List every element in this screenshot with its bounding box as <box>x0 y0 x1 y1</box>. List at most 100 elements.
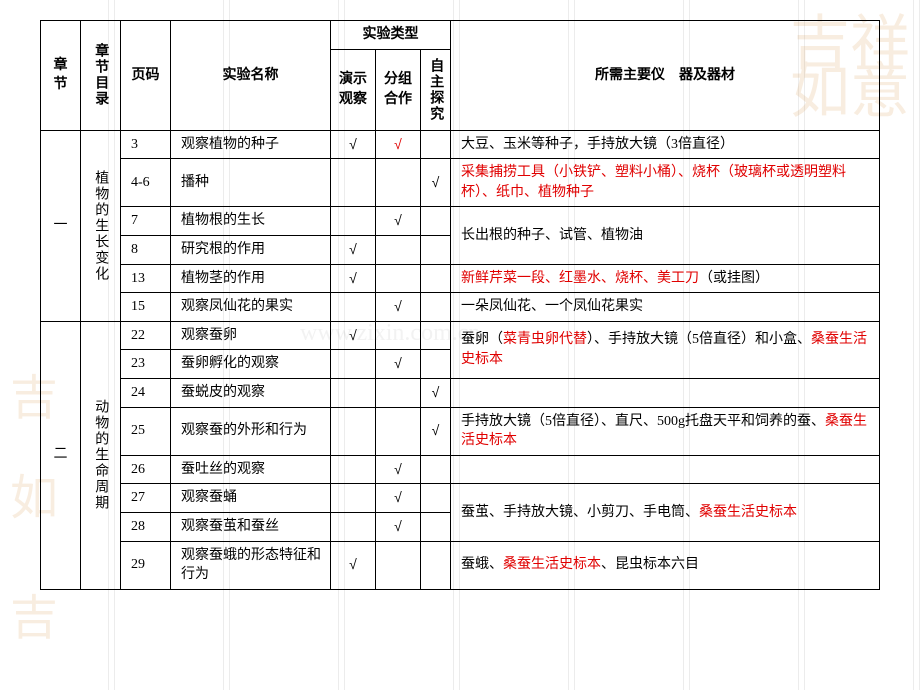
cell-group <box>376 264 421 293</box>
cell-demo <box>331 207 376 236</box>
table-row: 4-6播种 √采集捕捞工具（小铁铲、塑料小桶）、烧杯（玻璃杯或透明塑料杯）、纸巾、… <box>41 159 880 207</box>
cell-chapter: 一 <box>41 130 81 321</box>
cell-group: √ <box>376 350 421 379</box>
cell-demo <box>331 407 376 455</box>
table-row: 29观察蚕蛾的形态特征和行为√蚕蛾、桑蚕生活史标本、昆虫标本六目 <box>41 541 880 589</box>
cell-demo: √ <box>331 264 376 293</box>
cell-self <box>421 541 451 589</box>
th-page: 页码 <box>121 21 171 131</box>
cell-exp-name: 观察蚕卵 <box>171 321 331 350</box>
table-row: 二动物的生命周期22观察蚕卵√蚕卵（菜青虫卵代替）、手持放大镜（5倍直径）和小盒… <box>41 321 880 350</box>
th-demo: 演示观察 <box>331 49 376 130</box>
cell-self: √ <box>421 407 451 455</box>
cell-group: √ <box>376 293 421 322</box>
cell-toc: 动物的生命周期 <box>81 321 121 589</box>
th-group: 分组合作 <box>376 49 421 130</box>
cell-group <box>376 378 421 407</box>
cell-exp-name: 研究根的作用 <box>171 235 331 264</box>
cell-exp-name: 蚕蜕皮的观察 <box>171 378 331 407</box>
cell-demo <box>331 512 376 541</box>
th-self: 自主探究 <box>421 49 451 130</box>
cell-group: √ <box>376 130 421 159</box>
cell-group <box>376 321 421 350</box>
cell-exp-name: 植物根的生长 <box>171 207 331 236</box>
table-body: 一植物的生长变化3观察植物的种子√√大豆、玉米等种子，手持放大镜（3倍直径）4-… <box>41 130 880 589</box>
cell-self <box>421 207 451 236</box>
cell-demo <box>331 455 376 484</box>
cell-self <box>421 512 451 541</box>
table-row: 7植物根的生长√长出根的种子、试管、植物油 <box>41 207 880 236</box>
cell-chapter: 二 <box>41 321 81 589</box>
cell-exp-name: 观察蚕蛾的形态特征和行为 <box>171 541 331 589</box>
cell-equipment: 新鲜芹菜一段、红墨水、烧杯、美工刀（或挂图） <box>451 264 880 293</box>
cell-self <box>421 484 451 513</box>
cell-demo: √ <box>331 130 376 159</box>
cell-self <box>421 235 451 264</box>
cell-demo: √ <box>331 235 376 264</box>
experiment-table: 章节 章节目录 页码 实验名称 实验类型 所需主要仪 器及器材 演示观察 分组合… <box>40 20 880 590</box>
cell-equipment: 大豆、玉米等种子，手持放大镜（3倍直径） <box>451 130 880 159</box>
cell-self <box>421 130 451 159</box>
th-expname: 实验名称 <box>171 21 331 131</box>
cell-exp-name: 观察植物的种子 <box>171 130 331 159</box>
cell-group <box>376 407 421 455</box>
cell-self: √ <box>421 378 451 407</box>
table-row: 13植物茎的作用√新鲜芹菜一段、红墨水、烧杯、美工刀（或挂图） <box>41 264 880 293</box>
cell-page: 26 <box>121 455 171 484</box>
cell-exp-name: 播种 <box>171 159 331 207</box>
cell-equipment: 一朵凤仙花、一个凤仙花果实 <box>451 293 880 322</box>
table-row: 24蚕蜕皮的观察 √ <box>41 378 880 407</box>
cell-demo <box>331 350 376 379</box>
cell-self: √ <box>421 159 451 207</box>
cell-group <box>376 159 421 207</box>
cell-self <box>421 264 451 293</box>
cell-group: √ <box>376 512 421 541</box>
table-row: 15观察凤仙花的果实√一朵凤仙花、一个凤仙花果实 <box>41 293 880 322</box>
cell-page: 24 <box>121 378 171 407</box>
table-row: 一植物的生长变化3观察植物的种子√√大豆、玉米等种子，手持放大镜（3倍直径） <box>41 130 880 159</box>
table-row: 27观察蚕蛹√蚕茧、手持放大镜、小剪刀、手电筒、桑蚕生活史标本 <box>41 484 880 513</box>
table-row: 26蚕吐丝的观察 √ <box>41 455 880 484</box>
cell-equipment: 手持放大镜（5倍直径）、直尺、500g托盘天平和饲养的蚕、桑蚕生活史标本 <box>451 407 880 455</box>
cell-equipment <box>451 378 880 407</box>
cell-equipment <box>451 455 880 484</box>
cell-self <box>421 293 451 322</box>
cell-group: √ <box>376 207 421 236</box>
cell-group <box>376 235 421 264</box>
cell-exp-name: 观察蚕蛹 <box>171 484 331 513</box>
cell-equipment: 蚕蛾、桑蚕生活史标本、昆虫标本六目 <box>451 541 880 589</box>
cell-demo <box>331 378 376 407</box>
cell-group: √ <box>376 455 421 484</box>
cell-page: 22 <box>121 321 171 350</box>
cell-page: 27 <box>121 484 171 513</box>
cell-equipment: 采集捕捞工具（小铁铲、塑料小桶）、烧杯（玻璃杯或透明塑料杯）、纸巾、植物种子 <box>451 159 880 207</box>
cell-demo <box>331 293 376 322</box>
cell-exp-name: 植物茎的作用 <box>171 264 331 293</box>
cell-exp-name: 蚕卵孵化的观察 <box>171 350 331 379</box>
cell-page: 3 <box>121 130 171 159</box>
table-row: 25观察蚕的外形和行为 √手持放大镜（5倍直径）、直尺、500g托盘天平和饲养的蚕… <box>41 407 880 455</box>
cell-exp-name: 蚕吐丝的观察 <box>171 455 331 484</box>
cell-demo <box>331 159 376 207</box>
cell-page: 28 <box>121 512 171 541</box>
cell-page: 23 <box>121 350 171 379</box>
cell-group <box>376 541 421 589</box>
th-exptype: 实验类型 <box>331 21 451 50</box>
th-equipment: 所需主要仪 器及器材 <box>451 21 880 131</box>
cell-page: 4-6 <box>121 159 171 207</box>
cell-page: 8 <box>121 235 171 264</box>
cell-self <box>421 321 451 350</box>
cell-equipment: 蚕茧、手持放大镜、小剪刀、手电筒、桑蚕生活史标本 <box>451 484 880 541</box>
cell-exp-name: 观察凤仙花的果实 <box>171 293 331 322</box>
cell-exp-name: 观察蚕的外形和行为 <box>171 407 331 455</box>
cell-page: 29 <box>121 541 171 589</box>
cell-toc: 植物的生长变化 <box>81 130 121 321</box>
th-toc: 章节目录 <box>81 21 121 131</box>
cell-equipment: 蚕卵（菜青虫卵代替）、手持放大镜（5倍直径）和小盒、桑蚕生活史标本 <box>451 321 880 378</box>
cell-exp-name: 观察蚕茧和蚕丝 <box>171 512 331 541</box>
cell-demo: √ <box>331 321 376 350</box>
cell-equipment: 长出根的种子、试管、植物油 <box>451 207 880 264</box>
cell-self <box>421 350 451 379</box>
cell-demo <box>331 484 376 513</box>
cell-page: 25 <box>121 407 171 455</box>
